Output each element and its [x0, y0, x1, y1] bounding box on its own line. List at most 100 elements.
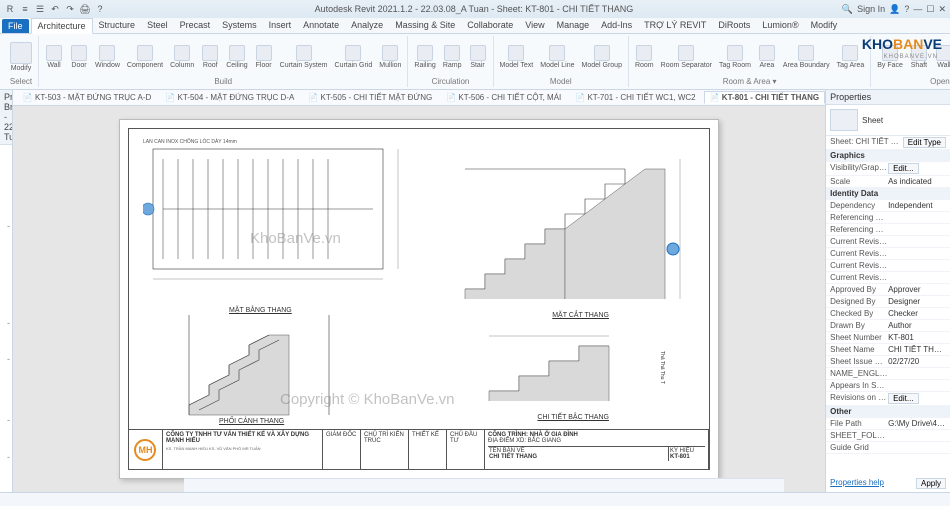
stair-button[interactable]: Stair	[467, 43, 489, 71]
tree-item[interactable]: 📐 Floor Plan: MẶT BẰNG NỘI THẤT TẦNG 1	[2, 244, 12, 256]
tree-expander-icon[interactable]: -	[4, 414, 12, 426]
component-button[interactable]: Component	[125, 43, 165, 71]
view-tab[interactable]: 📄 KT-505 - CHI TIẾT MẶT ĐỨNG	[302, 91, 438, 104]
maximize-icon[interactable]: ☐	[926, 4, 934, 15]
tree-item[interactable]: +KT-304 - CHI TIẾT CỬA	[2, 402, 12, 414]
properties-panel[interactable]: Properties Sheet Sheet: CHI TIẾT THAN ▾ …	[825, 90, 950, 492]
tree-item[interactable]: +KT-103 - MẶT BẰNG MÁI	[2, 268, 12, 280]
qat-button[interactable]: ↷	[64, 3, 76, 15]
tree-item[interactable]: +KT-102 - MẶT BẰNG NỘI THẤT TẦNG 2	[2, 256, 12, 268]
prop-row[interactable]: ScaleAs indicated	[826, 176, 950, 188]
ribbon-tab[interactable]: Lumion®	[756, 18, 804, 33]
tree-item[interactable]: +KT-502 - MẶT ĐỨNG TRỤC 1-3	[2, 475, 12, 487]
prop-row[interactable]: Current Revisio...	[826, 260, 950, 272]
tree-item[interactable]: +KT-501 - MẶT ĐỨNG TRỤC 3-1	[2, 463, 12, 475]
view-control-bar[interactable]	[184, 478, 784, 492]
door-button[interactable]: Door	[68, 43, 90, 71]
user-icon[interactable]: 👤	[889, 4, 900, 15]
tab-file[interactable]: File	[2, 19, 29, 33]
prop-row[interactable]: DependencyIndependent	[826, 200, 950, 212]
tree-item[interactable]: -KT-4	[2, 414, 10, 426]
model-text-button[interactable]: Model Text	[498, 43, 536, 71]
modify-button[interactable]: Modify	[8, 40, 34, 74]
tree-expander-icon[interactable]: -	[4, 451, 12, 463]
ribbon-tab[interactable]: View	[519, 18, 550, 33]
prop-row[interactable]: Current Revision	[826, 272, 950, 284]
view-tab[interactable]: 📄 KT-504 - MẶT ĐỨNG TRỤC D-A	[159, 91, 300, 104]
edit-type-button[interactable]: Edit Type	[903, 137, 946, 148]
ramp-button[interactable]: Ramp	[441, 43, 464, 71]
ribbon-tab[interactable]: Insert	[263, 18, 298, 33]
tree-item[interactable]: -KT-004 - PHỐI CẢNH	[2, 196, 12, 208]
qat-button[interactable]: ≡	[19, 3, 31, 15]
curtain-system-button[interactable]: Curtain System	[278, 43, 330, 71]
roof-button[interactable]: Roof	[199, 43, 221, 71]
tree-item[interactable]: +KT-301 - MẶT BẰNG CỬA TẦNG 1	[2, 366, 12, 378]
prop-row[interactable]: Current Revisio...	[826, 248, 950, 260]
wall-button[interactable]: Wall	[43, 43, 65, 71]
instance-selector[interactable]: Sheet: CHI TIẾT THAN ▾	[830, 137, 903, 148]
tree-item[interactable]: -KT-5	[2, 451, 10, 463]
ribbon-tab[interactable]: Annotate	[297, 18, 345, 33]
ribbon-tab[interactable]: Modify	[805, 18, 844, 33]
tree-expander-icon[interactable]: -	[4, 220, 12, 232]
area-button[interactable]: Area	[756, 43, 778, 71]
ribbon-tab[interactable]: Precast	[174, 18, 217, 33]
edit-button[interactable]: Edit...	[888, 393, 918, 404]
tree-item[interactable]: +KT-302 - MẶT BẰNG CỬA TẦNG 2	[2, 378, 12, 390]
tree-expander-icon[interactable]: -	[4, 317, 12, 329]
tree-item[interactable]: -KT-003 - DANH MỤC BẢN VẼ	[2, 171, 12, 183]
view-tab[interactable]: 📄 KT-506 - CHI TIẾT CỘT, MÁI	[440, 91, 567, 104]
drawing-canvas[interactable]: LAN CAN INOX CHỐNG LÓC DÀY 14mm MẶT BẰNG…	[13, 106, 825, 492]
view-tab[interactable]: 📄 KT-701 - CHI TIẾT WC1, WC2	[569, 91, 701, 104]
ribbon-tab[interactable]: Steel	[141, 18, 174, 33]
prop-row[interactable]: Sheet NumberKT-801	[826, 332, 950, 344]
prop-row[interactable]: Visibility/Graphi...Edit...	[826, 162, 950, 176]
prop-row[interactable]: File PathG:\My Drive\4.O...	[826, 418, 950, 430]
ribbon-tab[interactable]: Structure	[93, 18, 142, 33]
ribbon-tab[interactable]: Analyze	[345, 18, 389, 33]
ribbon-tab[interactable]: TRỢ LÝ REVIT	[638, 18, 712, 33]
prop-group-header[interactable]: Identity Data	[826, 188, 950, 200]
prop-group-header[interactable]: Graphics	[826, 150, 950, 162]
view-tab[interactable]: 📄 KT-503 - MẶT ĐỨNG TRỤC A-D	[17, 91, 158, 104]
qat-button[interactable]: ↶	[49, 3, 61, 15]
ribbon-tab[interactable]: DiRoots	[712, 18, 756, 33]
mullion-button[interactable]: Mullion	[377, 43, 403, 71]
prop-row[interactable]: Sheet NameCHI TIẾT THANG	[826, 344, 950, 356]
tree-item[interactable]: +KT-201 - MẶT BẰNG TƯỜNG XÂY TẦNG 1	[2, 329, 12, 341]
prop-row[interactable]: Referencing Det...	[826, 224, 950, 236]
tree-item[interactable]: +KT-303 - CHI TIẾT CỬA	[2, 390, 12, 402]
prop-row[interactable]: Approved ByApprover	[826, 284, 950, 296]
sign-in[interactable]: Sign In	[857, 4, 885, 14]
ribbon-tab[interactable]: Collaborate	[461, 18, 519, 33]
tree-item[interactable]: -KT-101 - MẶT BẰNG NỘI THẤT TẦNG 1	[2, 232, 12, 244]
ribbon-tab[interactable]: Massing & Site	[389, 18, 461, 33]
edit-button[interactable]: Edit...	[888, 163, 918, 174]
prop-row[interactable]: Designed ByDesigner	[826, 296, 950, 308]
ribbon-tab[interactable]: Systems	[216, 18, 263, 33]
prop-row[interactable]: NAME_ENGLISH	[826, 368, 950, 380]
floor-button[interactable]: Floor	[253, 43, 275, 71]
apply-button[interactable]: Apply	[916, 478, 946, 489]
prop-row[interactable]: Appears In Shee...	[826, 380, 950, 392]
properties-help-link[interactable]: Properties help	[830, 478, 884, 487]
tree-item[interactable]: -KT-1	[2, 220, 10, 232]
tree-item[interactable]: +KT-106 - PHỐI CẢNH MÁI	[2, 305, 12, 317]
tree-item[interactable]: +KT-105 - PHỐI CẢNH NỘI THẤT TẦNG 2	[2, 293, 12, 305]
tree-item[interactable]: -KT-3	[2, 353, 10, 365]
minimize-icon[interactable]: —	[913, 4, 922, 14]
prop-row[interactable]: Guide Grid	[826, 442, 950, 454]
room-button[interactable]: Room	[633, 43, 656, 71]
project-browser[interactable]: Project Browser - 22.03.08_A Tuan -KT-00…	[0, 90, 13, 492]
prop-row[interactable]: Sheet Issue Date02/27/20	[826, 356, 950, 368]
column-button[interactable]: Column	[168, 43, 196, 71]
search-icon[interactable]: 🔍	[842, 4, 853, 15]
close-icon[interactable]: ✕	[938, 4, 946, 15]
tag-room-button[interactable]: Tag Room	[717, 43, 753, 71]
curtain-grid-button[interactable]: Curtain Grid	[333, 43, 375, 71]
view-tab[interactable]: 📄 KT-801 - CHI TIẾT THANG	[704, 91, 826, 104]
model-line-button[interactable]: Model Line	[538, 43, 576, 71]
tree-item[interactable]: +KT-401 - MẶT BẰNG LÁT SÀN TẦNG 1	[2, 426, 12, 438]
tree-expander-icon[interactable]: -	[4, 353, 12, 365]
